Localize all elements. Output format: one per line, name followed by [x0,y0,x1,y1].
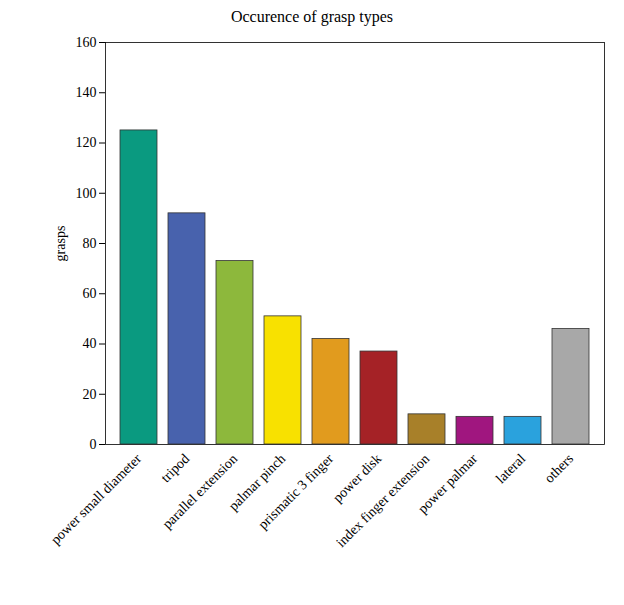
svg-text:20: 20 [83,387,97,402]
svg-text:40: 40 [83,336,97,351]
svg-text:parallel extension: parallel extension [160,451,241,532]
svg-text:0: 0 [90,437,97,452]
svg-text:160: 160 [76,35,97,50]
svg-text:prismatic 3 finger: prismatic 3 finger [255,451,336,532]
svg-text:120: 120 [76,135,97,150]
svg-text:others: others [541,451,576,486]
html-text:Occurence of grasp types: Occurence of grasp types [230,8,394,25]
svg-text:power disk: power disk [330,451,385,506]
svg-text:grasps: grasps [53,226,68,262]
svg-text:lateral: lateral [493,451,528,486]
svg-text:power palmar: power palmar [415,451,481,517]
svg-text:palmar pinch: palmar pinch [225,451,289,514]
svg-text:60: 60 [83,286,97,301]
svg-text:100: 100 [76,186,97,201]
svg-text:140: 140 [76,85,97,100]
svg-text:80: 80 [83,236,97,251]
svg-text:tripod: tripod [158,451,192,485]
svg-text:power small diameter: power small diameter [48,451,145,548]
svg-text:index finger extension: index finger extension [333,451,432,550]
